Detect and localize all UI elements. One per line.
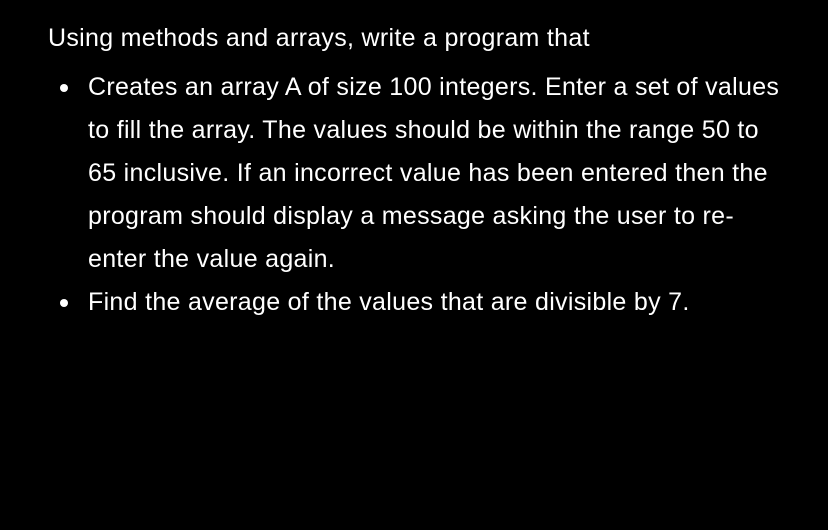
list-item: Creates an array A of size 100 integers.… [88,66,780,281]
bullet-list: Creates an array A of size 100 integers.… [48,66,780,324]
list-item: Find the average of the values that are … [88,281,780,324]
intro-text: Using methods and arrays, write a progra… [48,20,780,58]
